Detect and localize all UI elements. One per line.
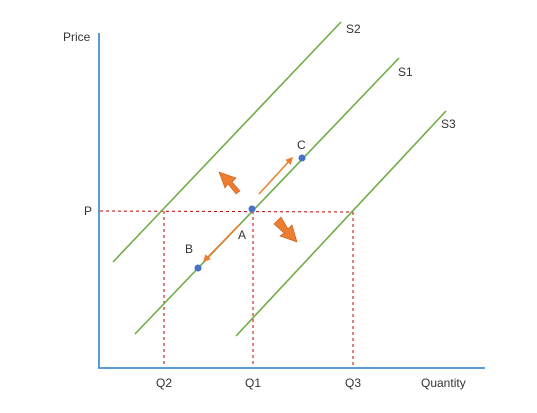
guide-lines: [99, 210, 354, 368]
arrow-toward-b: [202, 224, 240, 263]
supply-curve-label-s3: S3: [441, 117, 456, 131]
point-label-a: A: [238, 228, 246, 242]
x-axis-label: Quantity: [421, 376, 466, 390]
supply-curve-s3: [235, 110, 447, 337]
price-guide-line: [99, 210, 354, 213]
supply-curve-s2: [112, 21, 342, 263]
point-label-c: C: [297, 138, 306, 152]
x-tick-label-q2: Q2: [156, 376, 172, 390]
supply-curve-s1: [134, 57, 400, 335]
arrow-toward-c: [258, 156, 294, 195]
point-c: [298, 154, 306, 162]
x-tick-label-q3: Q3: [345, 376, 361, 390]
x-tick-label-q1: Q1: [245, 376, 261, 390]
point-b: [194, 264, 202, 272]
price-level-label: P: [84, 204, 92, 218]
point-label-b: B: [185, 242, 193, 256]
shift-right-arrow: [273, 216, 298, 243]
supply-curves: [112, 21, 447, 337]
supply-curve-label-s2: S2: [346, 22, 361, 36]
supply-curve-label-s1: S1: [398, 65, 413, 79]
shift-left-arrow: [218, 171, 241, 195]
point-a: [248, 205, 256, 213]
y-axis-label: Price: [63, 30, 91, 44]
